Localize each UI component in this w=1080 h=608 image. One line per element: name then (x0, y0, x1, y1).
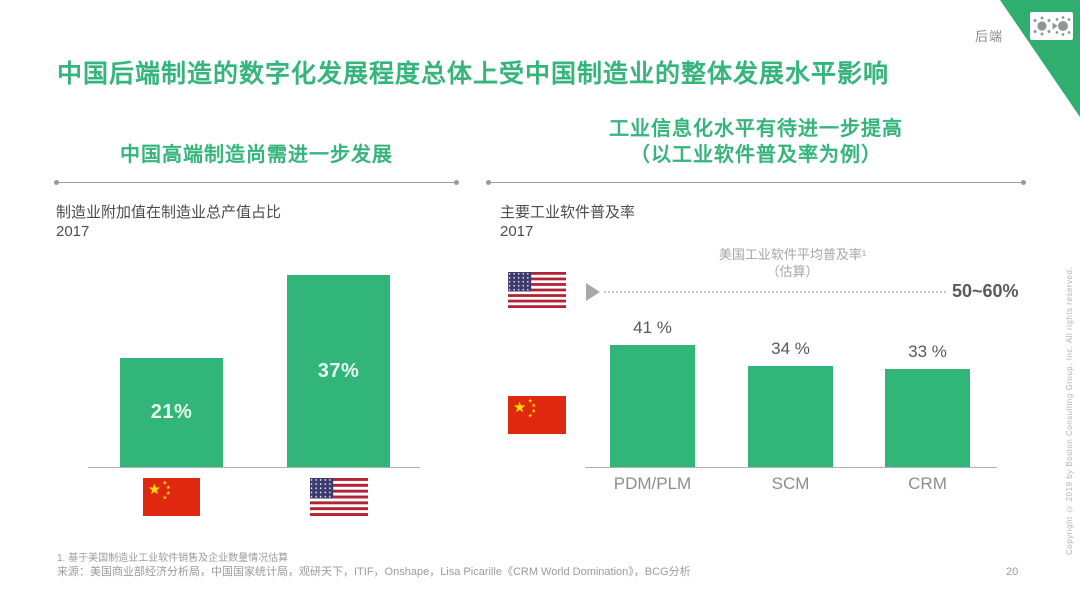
backend-production-line-icon (1030, 12, 1073, 40)
corner-tag-label: 后端 (974, 29, 1003, 44)
right-panel-header-line2: （以工业软件普及率为例） (630, 144, 882, 166)
benchmark-label-line1: 美国工业软件平均普及率¹ (718, 247, 867, 262)
bar-rect-crm (885, 369, 970, 467)
bar-rect-scm (748, 366, 833, 467)
page-title: 中国后端制造的数字化发展程度总体上受中国制造业的整体发展水平影响 (57, 60, 890, 88)
right-divider (486, 180, 1026, 185)
bar-scm: 34 % (748, 339, 833, 467)
right-panel-header-line1: 工业信息化水平有待进一步提高 (609, 118, 903, 140)
left-chart-title: 制造业附加值在制造业总产值占比 (56, 204, 282, 221)
bar-rect-us: 37% (287, 275, 390, 467)
us-flag-benchmark-icon (508, 272, 566, 308)
page-number: 20 (1006, 566, 1019, 578)
category-label-scm: SCM (771, 474, 810, 493)
left-divider (54, 180, 459, 185)
bar-china-value-added: 21% (120, 358, 223, 467)
left-chart-year: 2017 (56, 223, 90, 240)
footnote: 1. 基于美国制造业工业软件销售及企业数量情况估算 (57, 553, 289, 564)
right-chart-title: 主要工业软件普及率 (500, 204, 636, 221)
bar-label-china: 21% (150, 401, 193, 423)
bar-crm: 33 % (885, 342, 970, 467)
left-panel-header: 中国高端制造尚需进一步发展 (120, 144, 393, 166)
source-line: 来源：美国商业部经济分析局，中国国家统计局，观研天下，ITIF，Onshape，… (57, 566, 691, 578)
right-chart-year: 2017 (500, 223, 534, 240)
benchmark-value: 50~60% (952, 281, 1019, 301)
right-panel-header: 工业信息化水平有待进一步提高 （以工业软件普及率为例） (487, 116, 1025, 168)
bar-pdm-plm: 41 % (610, 318, 695, 467)
copyright-vertical: Copyright © 2019 by Boston Consulting Gr… (1065, 266, 1074, 555)
china-flag-series-icon (508, 396, 566, 434)
category-label-pdm-plm: PDM/PLM (613, 474, 692, 493)
bar-rect-pdm-plm (610, 345, 695, 467)
benchmark-dotted-line (604, 291, 946, 293)
benchmark-arrow-icon (586, 283, 600, 301)
category-label-crm: CRM (908, 474, 947, 493)
left-chart-axis (88, 467, 420, 468)
value-label-scm: 34 % (771, 339, 810, 358)
benchmark-label-line2: （估算） (766, 264, 819, 279)
value-label-pdm-plm: 41 % (633, 318, 672, 337)
value-label-crm: 33 % (908, 342, 947, 361)
bar-label-us: 37% (317, 359, 360, 382)
benchmark-label: 美国工业软件平均普及率¹ （估算） (620, 246, 965, 280)
bar-us-value-added: 37% (287, 275, 390, 467)
right-chart-axis (585, 467, 997, 468)
us-flag-icon (310, 478, 368, 516)
china-flag-icon (143, 478, 200, 516)
bar-rect-china: 21% (120, 358, 223, 467)
